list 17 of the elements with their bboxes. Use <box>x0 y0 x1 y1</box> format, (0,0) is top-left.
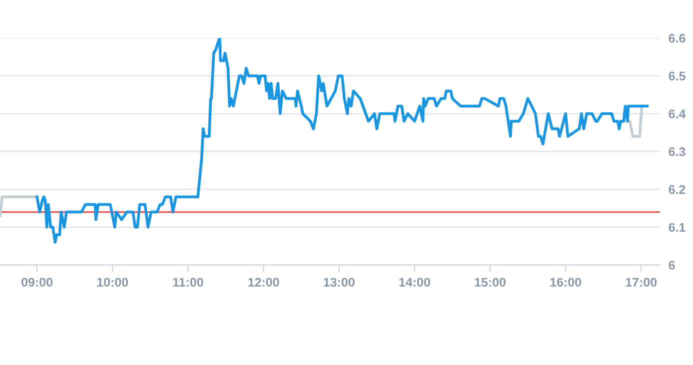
x-tick-label: 17:00 <box>626 278 657 287</box>
y-tick-label: 6.6 <box>668 34 686 43</box>
y-tick-label: 6.4 <box>668 109 686 118</box>
x-tick-label: 10:00 <box>97 278 128 287</box>
x-tick-label: 11:00 <box>173 278 204 287</box>
y-tick-label: 6.2 <box>668 185 686 194</box>
x-tick-label: 16:00 <box>550 278 582 287</box>
x-tick-label: 12:00 <box>248 278 280 287</box>
x-tick-label: 13:00 <box>324 278 355 287</box>
line-series <box>36 38 649 244</box>
x-tick-label: 14:00 <box>399 278 430 287</box>
y-tick-label: 6.5 <box>668 72 686 80</box>
y-tick-label: 6 <box>668 260 675 270</box>
y-tick-label: 6.1 <box>668 222 686 232</box>
y-tick-label: 6.3 <box>668 147 686 156</box>
x-tick-label: 09:00 <box>22 278 52 287</box>
x-tick-label: 15:00 <box>474 278 506 287</box>
